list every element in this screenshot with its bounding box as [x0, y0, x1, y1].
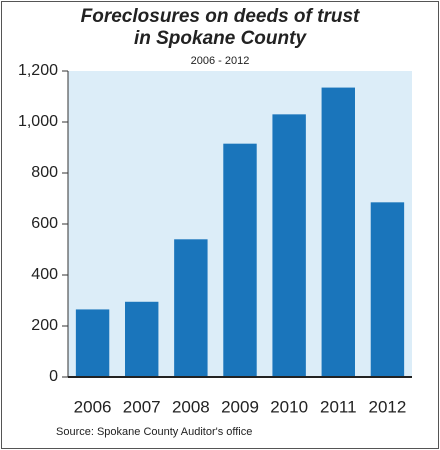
x-tick-label: 2010	[270, 397, 308, 416]
y-tick-label: 0	[49, 368, 58, 385]
chart-title: Foreclosures on deeds of trust in Spokan…	[80, 6, 360, 49]
y-tick-label: 400	[31, 266, 58, 283]
bar	[370, 202, 405, 377]
y-tick-label: 600	[31, 215, 58, 232]
y-tick-label: 1,000	[18, 113, 58, 130]
bar	[125, 301, 159, 377]
x-tick-label: 2008	[172, 397, 210, 416]
x-tick-label: 2012	[369, 397, 407, 416]
bar	[223, 143, 257, 377]
bar	[321, 87, 355, 377]
y-tick-label: 800	[31, 164, 58, 181]
source-note: Source: Spokane County Auditor's office	[56, 426, 252, 438]
x-tick-label: 2011	[320, 397, 357, 416]
x-tick-label: 2006	[74, 397, 112, 416]
bar	[174, 239, 208, 377]
bar	[75, 309, 110, 377]
x-tick-label: 2007	[123, 397, 161, 416]
bar	[272, 114, 306, 377]
x-tick-label: 2009	[221, 397, 259, 416]
chart-subtitle: 2006 - 2012	[191, 55, 250, 67]
y-tick-label: 200	[31, 317, 58, 334]
y-tick-label: 1,200	[18, 62, 58, 79]
